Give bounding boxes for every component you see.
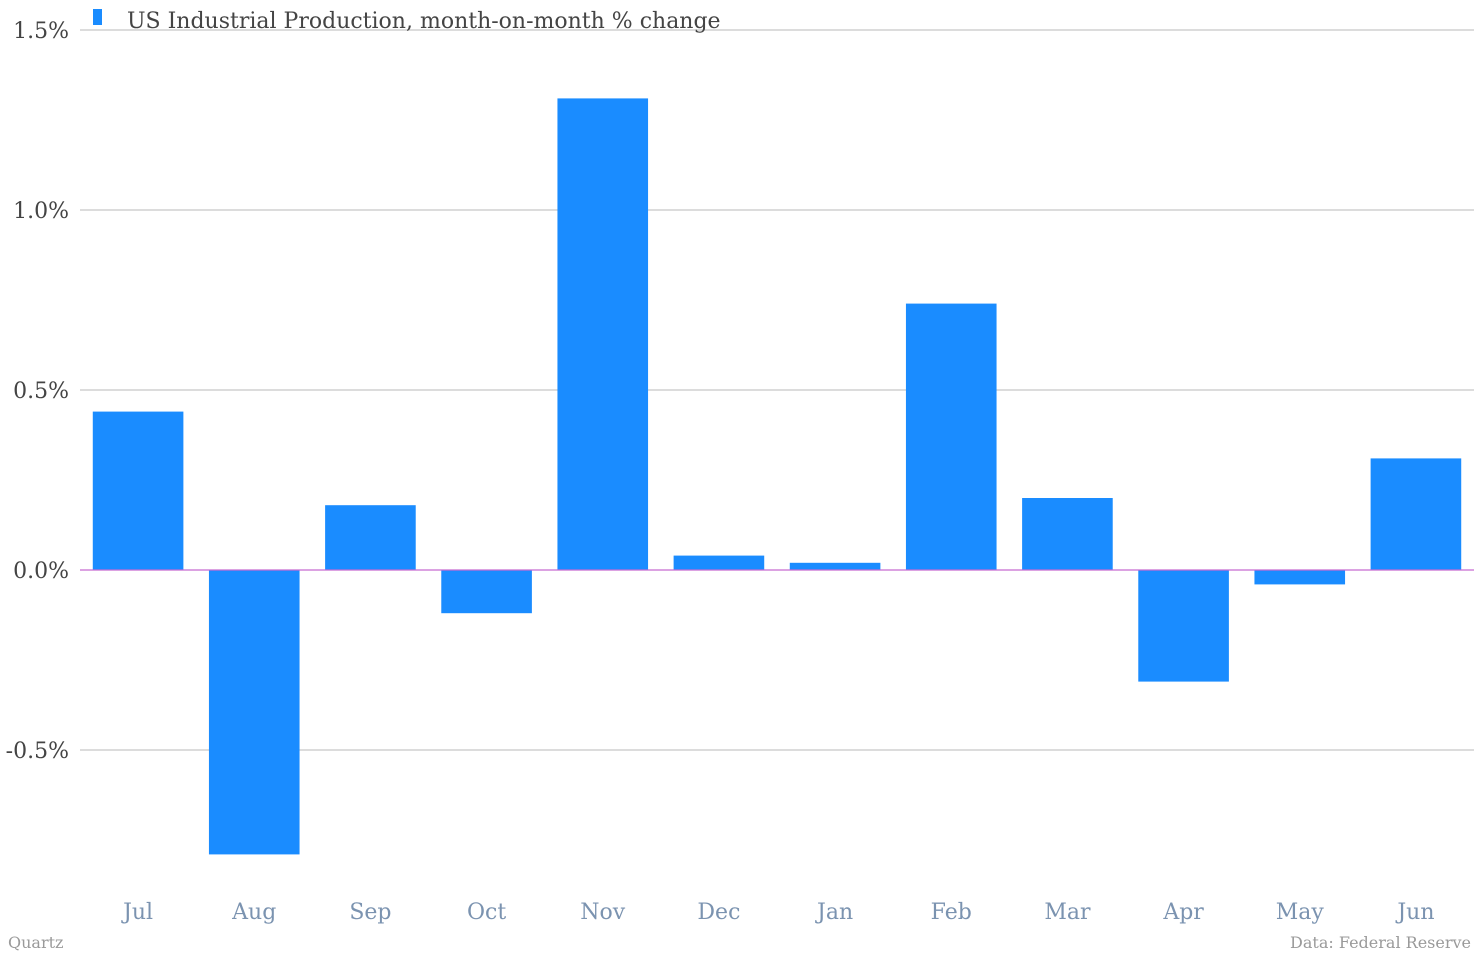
y-tick-label: -0.5% [6,739,69,764]
x-tick-label: Aug [231,900,276,925]
bars [92,98,1462,855]
y-axis-ticks: 1.5% 1.0% 0.5% 0.0% -0.5% [6,19,69,764]
bar-apr [1138,570,1229,682]
legend-swatch [93,9,102,25]
legend-label: US Industrial Production, month-on-month… [127,9,721,34]
y-tick-label: 0.5% [13,379,69,404]
bar-sep [325,505,416,570]
bar-aug [208,570,300,855]
x-tick-label: Apr [1162,900,1204,925]
x-axis-ticks: Jul Aug Sep Oct Nov Dec Jan Feb Mar Apr May Jun [121,900,1434,925]
x-tick-label: Sep [349,900,391,925]
bar-jul [92,411,184,570]
x-tick-label: Jul [121,900,153,925]
x-tick-label: Nov [580,900,625,925]
bar-feb [905,303,997,570]
bar-may [1254,570,1346,585]
bar-mar [1022,498,1113,570]
y-tick-label: 0.0% [13,559,69,584]
gridlines [80,29,1474,751]
bar-dec [673,555,765,570]
bar-oct [441,570,532,614]
bar-jan [789,562,881,570]
x-tick-label: Jun [1395,900,1434,925]
y-tick-label: 1.0% [13,199,69,224]
legend: US Industrial Production, month-on-month… [93,9,721,34]
x-tick-label: Mar [1044,900,1091,925]
bar-nov [557,98,649,571]
x-tick-label: May [1276,900,1325,925]
footer-source-right: Data: Federal Reserve [1290,933,1471,952]
x-tick-label: Jan [815,900,853,925]
x-tick-label: Feb [931,900,972,925]
bar-jun [1370,458,1462,570]
x-tick-label: Dec [697,900,740,925]
y-tick-label: 1.5% [13,19,69,44]
x-tick-label: Oct [467,900,506,925]
footer-source-left: Quartz [8,933,63,952]
